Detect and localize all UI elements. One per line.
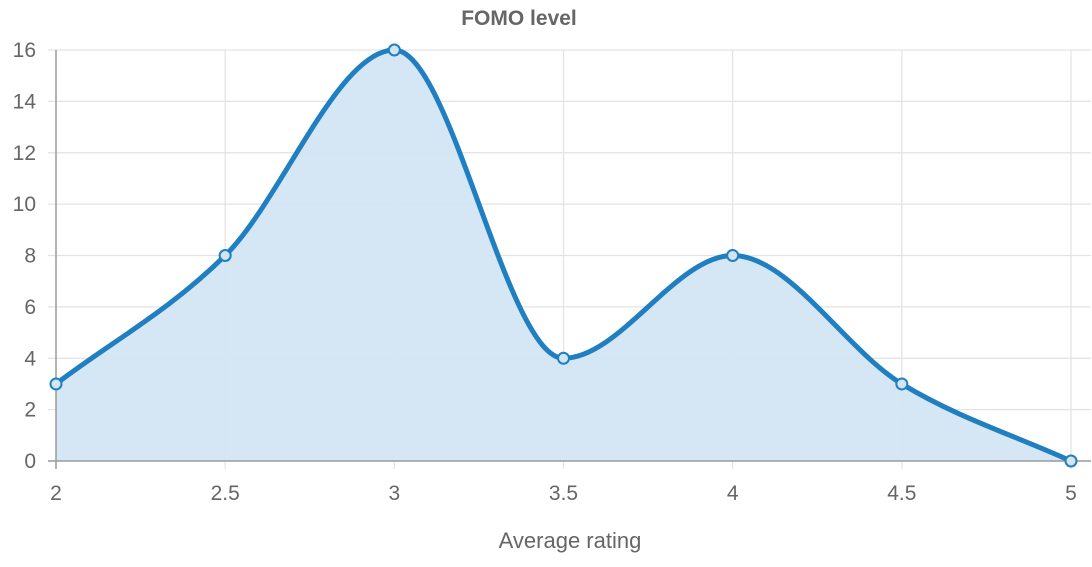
area-fill <box>56 50 1071 461</box>
x-axis-label: Average rating <box>499 528 642 553</box>
data-point[interactable] <box>387 43 401 57</box>
x-tick-label: 2.5 <box>211 482 240 505</box>
data-point[interactable] <box>218 249 232 262</box>
series-line-path <box>53 47 1074 464</box>
y-tick-label: 2 <box>24 399 36 422</box>
y-tick-label: 8 <box>24 245 36 268</box>
data-point[interactable] <box>49 377 63 391</box>
data-points <box>49 43 1078 468</box>
y-tick-labels: 0 2 4 6 8 10 12 14 16 <box>13 39 37 473</box>
x-tick-label: 3 <box>388 482 400 505</box>
chart-title: FOMO level <box>461 7 577 30</box>
data-point[interactable] <box>895 377 909 391</box>
x-tick-label: 2 <box>50 482 62 505</box>
y-tick-label: 6 <box>24 296 36 319</box>
y-tick-label: 0 <box>24 450 36 473</box>
axes <box>48 50 1091 469</box>
x-tick-label: 4.5 <box>887 482 916 505</box>
y-tick-label: 10 <box>13 193 36 216</box>
grid-lines <box>48 49 1091 469</box>
y-tick-label: 16 <box>13 39 36 62</box>
data-point[interactable] <box>557 351 570 365</box>
x-tick-label: 5 <box>1065 482 1077 505</box>
series-area <box>56 50 1071 461</box>
y-tick-label: 4 <box>24 347 36 370</box>
data-point[interactable] <box>726 249 740 262</box>
y-tick-label: 14 <box>13 90 37 113</box>
x-tick-label: 3.5 <box>549 482 578 505</box>
x-tick-labels: 2 2.5 3 3.5 4 4.5 5 <box>50 482 1077 505</box>
data-point[interactable] <box>1064 454 1078 468</box>
y-tick-label: 12 <box>13 142 36 165</box>
series-line <box>53 47 1074 464</box>
x-tick-label: 4 <box>727 482 739 505</box>
